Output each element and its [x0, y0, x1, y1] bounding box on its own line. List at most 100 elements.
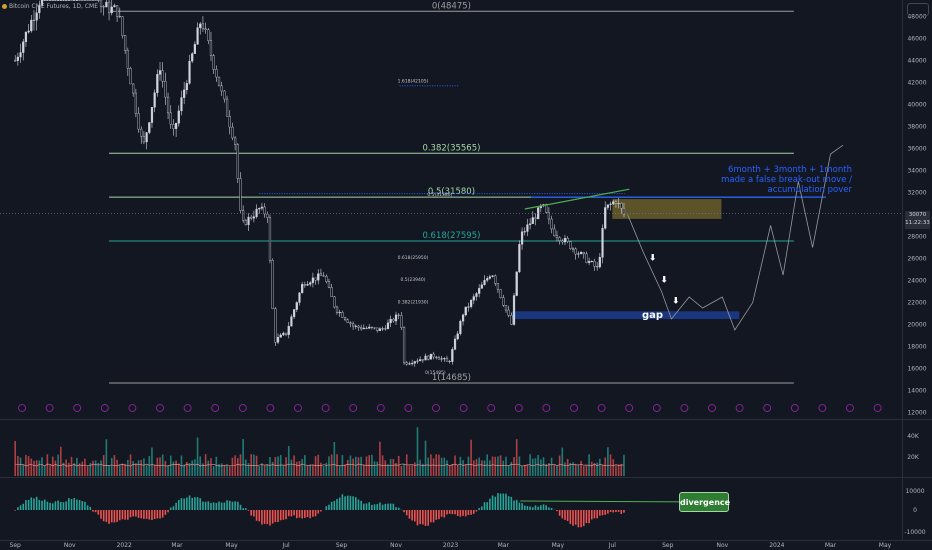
- candle-body: [566, 238, 569, 242]
- oscillator-bar: [140, 510, 143, 519]
- volume-bar: [124, 463, 126, 476]
- down-arrow-icon: ⬇: [660, 276, 668, 286]
- volume-bar: [448, 465, 451, 476]
- candle-body: [472, 296, 475, 301]
- volume-bar: [226, 464, 228, 476]
- candle-body: [78, 0, 81, 1]
- volume-bar: [228, 466, 231, 476]
- volume-bar: [177, 463, 180, 476]
- candle-body: [180, 97, 183, 112]
- volume-bar: [191, 460, 194, 476]
- candle-body: [279, 334, 282, 338]
- candle-body: [598, 257, 601, 268]
- volume-bar: [188, 463, 191, 476]
- volume-bar: [223, 465, 226, 476]
- volume-bar: [513, 457, 515, 476]
- event-icon: [376, 404, 385, 412]
- oscillator-bar: [202, 501, 204, 510]
- chart-menu-button[interactable]: [907, 3, 929, 16]
- candle-body: [413, 361, 416, 364]
- oscillator-bar: [325, 506, 328, 510]
- event-icon: [514, 404, 523, 412]
- candle-body: [169, 112, 172, 125]
- volume-bar: [196, 437, 199, 476]
- candle-body: [62, 0, 65, 1]
- volume-bar: [357, 457, 360, 476]
- candle-body: [212, 55, 215, 70]
- volume-bar: [395, 462, 397, 476]
- oscillator-bar: [413, 510, 416, 522]
- candle-body: [129, 68, 132, 85]
- candle-body: [67, 0, 70, 1]
- oscillator-bar: [180, 498, 183, 510]
- supply-zone: [612, 199, 722, 219]
- oscillator-bar: [191, 497, 194, 510]
- volume-bar: [491, 456, 494, 476]
- candle-body: [550, 218, 553, 230]
- volume-bar: [218, 463, 220, 476]
- oscillator-bar: [507, 496, 510, 510]
- volume-bar: [76, 457, 78, 476]
- oscillator-bar: [118, 510, 121, 521]
- candle-body: [349, 322, 352, 324]
- event-icon: [763, 404, 772, 412]
- candle-body: [338, 312, 341, 314]
- x-tick-label: 2023: [443, 542, 458, 549]
- volume-bar: [145, 465, 148, 476]
- oscillator-bar: [607, 510, 609, 514]
- volume-bar: [582, 466, 585, 476]
- fib-level-label: 0.382(35565): [422, 143, 480, 153]
- candle-body: [502, 297, 505, 306]
- candle-body: [617, 202, 620, 204]
- volume-bar: [220, 463, 223, 476]
- candle-body: [83, 0, 87, 1]
- small-fib-label: 0(15485): [425, 370, 446, 376]
- candle-body: [244, 220, 247, 225]
- volume-bar: [368, 455, 371, 476]
- volume-bar: [298, 461, 301, 476]
- divergence-label: divergence: [679, 492, 730, 512]
- y-tick-label: 22000: [907, 300, 926, 307]
- oscillator-bar: [419, 510, 421, 525]
- candle-body: [24, 31, 28, 43]
- oscillator-bar: [17, 507, 19, 510]
- volume-bar: [14, 440, 16, 476]
- candle-body: [488, 276, 491, 279]
- candle-body: [225, 98, 229, 117]
- candle-body: [276, 337, 280, 343]
- volume-bar: [596, 462, 598, 476]
- candle-body: [51, 0, 54, 1]
- candle-body: [99, 0, 103, 7]
- oscillator-bar: [188, 495, 191, 510]
- oscillator-bar: [510, 496, 513, 510]
- volume-bar: [164, 460, 167, 476]
- volume-bar: [266, 464, 269, 476]
- candle-body: [606, 204, 609, 208]
- candle-body: [134, 92, 137, 114]
- volume-bar: [148, 456, 151, 476]
- oscillator-bar: [320, 510, 322, 512]
- small-fib-label: 0.5(31580): [427, 192, 452, 198]
- candle-body: [341, 312, 344, 318]
- volume-bar: [620, 463, 623, 476]
- oscillator-bar: [411, 510, 413, 521]
- candle-body: [107, 1, 111, 14]
- small-fib-label: 1.618(42105): [398, 79, 429, 85]
- candle-body: [207, 29, 210, 41]
- volume-bar: [534, 458, 537, 476]
- candle-body: [32, 19, 36, 21]
- candle-body: [30, 19, 33, 32]
- candle-body: [563, 238, 567, 243]
- volume-bar: [68, 462, 70, 476]
- candle-body: [470, 299, 473, 307]
- volume-bar: [207, 460, 210, 476]
- oscillator-bar: [430, 510, 432, 523]
- candle-body: [266, 213, 269, 218]
- candle-body: [209, 40, 213, 56]
- oscillator-bar: [19, 505, 22, 510]
- candle-body: [478, 288, 481, 294]
- volume-bar: [459, 456, 462, 476]
- oscillator-bar: [486, 502, 489, 510]
- volume-bar: [100, 460, 102, 476]
